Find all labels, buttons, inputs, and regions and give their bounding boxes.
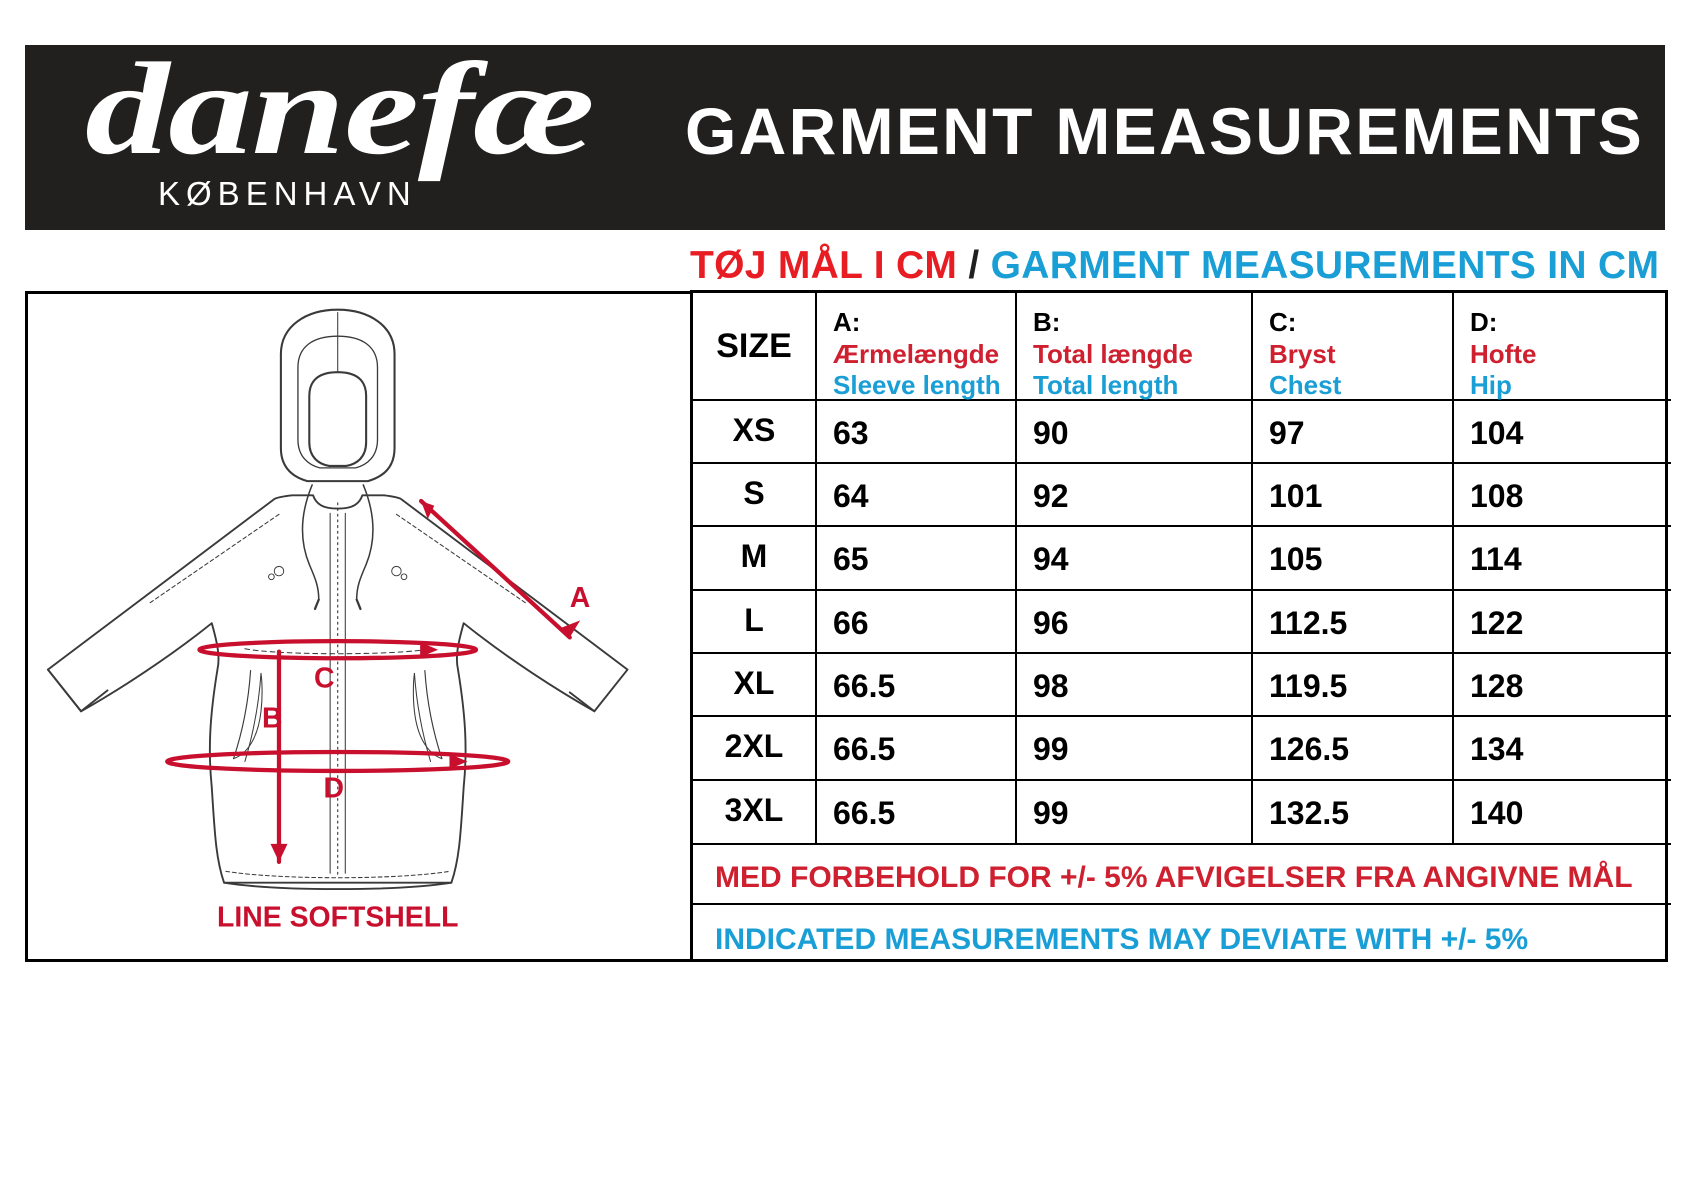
svg-text:LINE SOFTSHELL: LINE SOFTSHELL	[217, 901, 458, 933]
svg-text:C: C	[314, 663, 335, 695]
svg-text:B: B	[262, 702, 283, 734]
svg-text:D: D	[324, 772, 345, 804]
svg-text:A: A	[570, 582, 591, 614]
